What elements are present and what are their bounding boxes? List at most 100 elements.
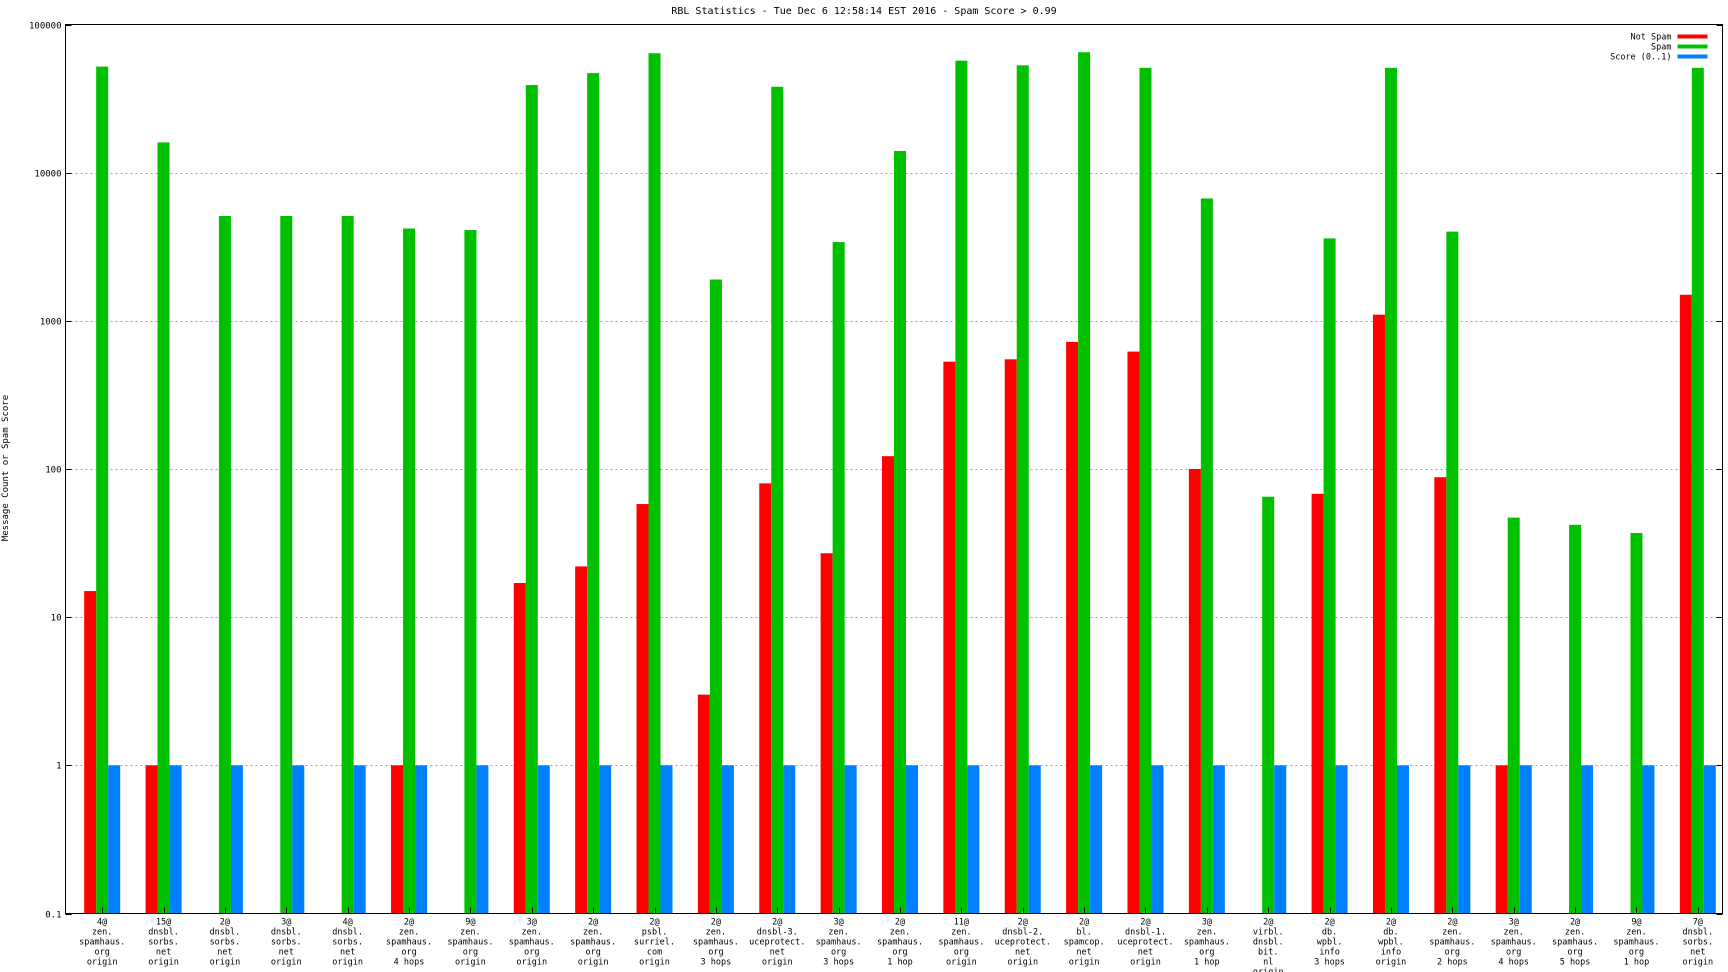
- bar-spam: [1507, 517, 1520, 914]
- x-category-label: 9@ zen. spamhaus. org 1 hop: [1613, 918, 1659, 968]
- bar-spam: [648, 53, 661, 914]
- bar-score-0-1: [599, 765, 612, 914]
- bar-score-0-1: [537, 765, 550, 914]
- bar-spam: [1200, 198, 1213, 914]
- x-category-label: 2@ zen. spamhaus. org 4 hops: [386, 918, 432, 968]
- bar-spam: [96, 66, 109, 914]
- legend-label: Spam: [1651, 43, 1671, 53]
- bar-not-spam: [820, 553, 833, 914]
- x-category-label: 2@ db. wpbl. info origin: [1376, 918, 1407, 968]
- bar-not-spam: [145, 765, 158, 914]
- bar-spam: [1016, 65, 1029, 914]
- y-tick-label: 100: [45, 466, 61, 476]
- x-category-label: 2@ psbl. surriel. com origin: [634, 918, 675, 968]
- x-category-label: 7@ dnsbl. sorbs. net origin: [1682, 918, 1713, 968]
- bar-not-spam: [1188, 469, 1201, 914]
- bar-spam: [955, 60, 968, 914]
- bar-not-spam: [1372, 314, 1385, 914]
- bar-spam: [1262, 496, 1275, 914]
- x-category-label: 2@ zen. spamhaus. org origin: [570, 918, 616, 968]
- bar-score-0-1: [1028, 765, 1041, 914]
- bar-spam: [1691, 67, 1704, 914]
- legend-label: Not Spam: [1631, 33, 1672, 43]
- x-category-label: 2@ dnsbl-2. uceprotect. net origin: [995, 918, 1051, 968]
- bar-spam: [218, 215, 231, 914]
- bar-score-0-1: [292, 765, 305, 914]
- bar-score-0-1: [1090, 765, 1103, 914]
- bar-score-0-1: [1642, 765, 1655, 914]
- bar-spam: [1078, 52, 1091, 914]
- bar-not-spam: [1495, 765, 1508, 914]
- bar-spam: [157, 142, 170, 914]
- bar-score-0-1: [1335, 765, 1348, 914]
- x-category-label: 2@ bl. spamcop. net origin: [1064, 918, 1105, 968]
- bar-score-0-1: [1458, 765, 1471, 914]
- bar-score-0-1: [1519, 765, 1532, 914]
- bar-score-0-1: [1703, 765, 1716, 914]
- bars: [84, 52, 1716, 914]
- x-category-label: 4@ zen. spamhaus. org origin: [79, 918, 125, 968]
- x-category-label: 3@ zen. spamhaus. org 3 hops: [816, 918, 862, 968]
- bar-score-0-1: [660, 765, 673, 914]
- bar-not-spam: [513, 583, 526, 914]
- bar-spam: [1569, 524, 1582, 914]
- bar-spam: [771, 86, 784, 914]
- bar-score-0-1: [1581, 765, 1594, 914]
- y-axis-label: Message Count or Spam Score: [1, 395, 11, 541]
- bar-score-0-1: [1274, 765, 1287, 914]
- bar-spam: [1323, 238, 1336, 914]
- bar-spam: [1446, 231, 1459, 914]
- bar-not-spam: [1127, 351, 1140, 914]
- bar-not-spam: [759, 483, 772, 914]
- legend-swatch: [1677, 34, 1708, 39]
- x-category-label: 4@ dnsbl. sorbs. net origin: [332, 918, 363, 968]
- y-tick-label: 1000: [40, 318, 62, 328]
- x-category-label: 11@ zen. spamhaus. org origin: [938, 918, 984, 968]
- x-category-label: 2@ db. wpbl. info 3 hops: [1314, 918, 1345, 968]
- x-category-labels: 4@ zen. spamhaus. org origin 15@ dnsbl. sorbs. n…: [79, 918, 1713, 972]
- bar-score-0-1: [108, 765, 121, 914]
- x-category-label: 3@ dnsbl. sorbs. net origin: [271, 918, 302, 968]
- bar-spam: [1384, 67, 1397, 914]
- x-category-label: 2@ dnsbl. sorbs. net origin: [210, 918, 241, 968]
- bar-score-0-1: [783, 765, 796, 914]
- bar-score-0-1: [906, 765, 918, 914]
- bar-not-spam: [1311, 493, 1324, 914]
- bar-spam: [1630, 532, 1643, 914]
- bar-not-spam: [1679, 294, 1692, 914]
- bar-score-0-1: [169, 765, 182, 914]
- bar-score-0-1: [230, 765, 243, 914]
- bar-not-spam: [943, 361, 956, 914]
- bar-not-spam: [697, 694, 710, 914]
- x-category-label: 2@ zen. spamhaus. org 2 hops: [1429, 918, 1475, 968]
- y-tick-label: 100000: [29, 22, 62, 32]
- bar-not-spam: [1434, 477, 1447, 914]
- bar-score-0-1: [1396, 765, 1409, 914]
- y-ticks: 0.1 1 10 100 1000 10000 100000: [29, 22, 1723, 921]
- x-category-label: 2@virbl.dnsbl.bit.nlorigin: [1253, 918, 1284, 972]
- x-category-label: 3@ zen. spamhaus. org 1 hop: [1184, 918, 1230, 968]
- bar-not-spam: [1066, 341, 1079, 914]
- x-category-label: 15@ dnsbl. sorbs. net origin: [148, 918, 179, 968]
- bar-spam: [464, 230, 477, 914]
- bar-spam: [832, 242, 845, 914]
- y-tick-label: 10: [51, 614, 62, 624]
- legend-swatch: [1677, 54, 1708, 59]
- x-category-label: 2@ zen. spamhaus. org 5 hops: [1552, 918, 1598, 968]
- x-category-label: 3@ zen. spamhaus. org origin: [509, 918, 555, 968]
- bar-score-0-1: [844, 765, 857, 914]
- y-tick-label: 1: [56, 762, 61, 772]
- bar-score-0-1: [721, 765, 734, 914]
- bar-spam: [403, 228, 416, 914]
- bar-spam: [280, 215, 293, 914]
- bar-not-spam: [84, 591, 97, 914]
- y-tick-label: 0.1: [45, 911, 61, 921]
- x-category-label: 9@ zen. spamhaus. org origin: [447, 918, 493, 968]
- bar-spam: [587, 73, 600, 914]
- x-category-label: 2@ zen. spamhaus. org 1 hop: [877, 918, 923, 968]
- bar-score-0-1: [476, 765, 489, 914]
- bar-score-0-1: [1212, 765, 1225, 914]
- y-tick-label: 10000: [34, 170, 61, 180]
